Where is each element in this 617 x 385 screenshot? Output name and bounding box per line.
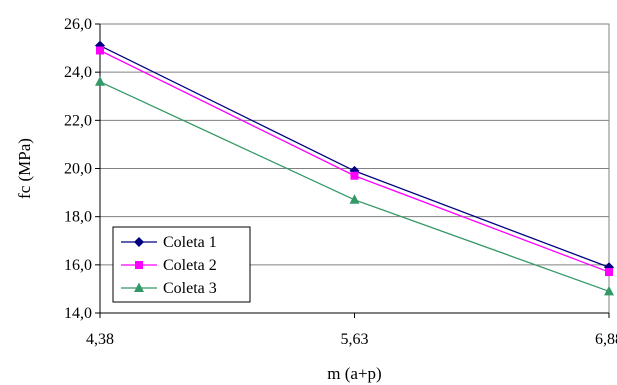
x-axis-ticks: 4,38 5,63 6,88 [86, 312, 617, 348]
legend-marker [135, 261, 143, 269]
series-2 [96, 46, 613, 277]
y-tick-label: 18,0 [64, 209, 92, 226]
legend-entry: Coleta 1 [121, 234, 217, 251]
legend: Coleta 1 Coleta 2 Coleta 3 [112, 226, 251, 303]
y-tick-label: 14,0 [64, 305, 92, 322]
data-point [349, 194, 360, 204]
data-point [95, 76, 105, 86]
x-axis-title: m (a+p) [327, 364, 381, 383]
data-point [350, 171, 359, 180]
y-tick-label: 20,0 [64, 161, 92, 178]
y-tick-label: 22,0 [64, 112, 92, 129]
legend-label: Coleta 3 [163, 280, 217, 297]
x-tick-label: 5,63 [341, 331, 369, 348]
y-tick-label: 26,0 [64, 16, 92, 33]
legend-marker [134, 282, 144, 292]
y-tick-label: 24,0 [64, 64, 92, 81]
y-axis-title: fc (MPa) [15, 138, 34, 199]
x-tick-label: 6,88 [595, 331, 617, 348]
series-group [95, 40, 614, 296]
data-point [96, 46, 104, 55]
legend-label: Coleta 1 [163, 234, 217, 251]
y-axis-ticks: 14,0 16,0 18,0 20,0 22,0 24,0 26,0 [64, 16, 101, 322]
legend-entry: Coleta 2 [121, 257, 217, 274]
legend-label: Coleta 2 [163, 257, 217, 274]
x-tick-label: 4,38 [86, 331, 114, 348]
data-point [604, 285, 614, 296]
y-tick-label: 16,0 [64, 257, 92, 274]
series-3 [95, 76, 614, 296]
legend-entry: Coleta 3 [121, 280, 217, 297]
legend-marker [134, 237, 144, 247]
data-point [605, 268, 613, 277]
